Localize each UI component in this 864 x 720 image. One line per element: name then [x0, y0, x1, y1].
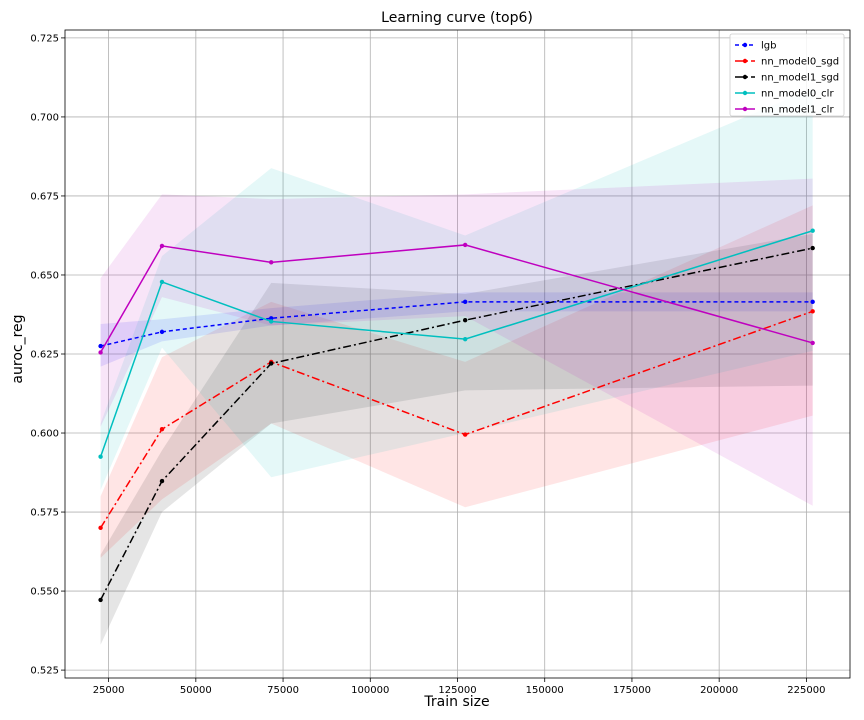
- y-tick-label-0: 0.525: [30, 666, 59, 677]
- chart-title: Learning curve (top6): [381, 10, 533, 26]
- x-axis-ticks: 25000 50000 75000 100000 125000 150000 175000 2…: [93, 678, 825, 696]
- series-lgb: [98, 299, 815, 349]
- legend-label-nn_model0_sgd: nn_model0_sgd: [761, 57, 839, 68]
- point-nn_model1_clr-2: [268, 260, 274, 265]
- legend-label-lgb: lgb: [761, 41, 776, 52]
- point-nn_model1_clr-3: [462, 242, 468, 248]
- legend-entry-nn_model0_clr: nn_model0_clr: [735, 89, 834, 100]
- point-lgb-2: [268, 316, 274, 321]
- x-tick-label-8: 225000: [787, 685, 825, 696]
- x-tick-label-3: 100000: [351, 685, 389, 696]
- point-nn_model0_sgd-4: [810, 309, 815, 314]
- x-tick-label-4: 125000: [438, 685, 476, 696]
- y-tick-label-4: 0.625: [30, 350, 59, 361]
- point-nn_model1_sgd-2: [268, 361, 274, 366]
- x-tick-label-7: 200000: [700, 685, 738, 696]
- series-nn_model0_clr: [98, 228, 815, 459]
- point-nn_model1_clr-1: [159, 243, 165, 249]
- legend-entry-nn_model1_clr: nn_model1_clr: [735, 105, 834, 116]
- x-tick-label-0: 25000: [93, 685, 125, 696]
- line-lgb: [100, 301, 813, 347]
- y-tick-label-5: 0.650: [30, 270, 59, 281]
- legend-label-nn_model1_clr: nn_model1_clr: [761, 105, 834, 116]
- point-nn_model0_clr-4: [810, 228, 815, 233]
- grid-lines: [65, 30, 850, 678]
- x-axis-label: Train size: [423, 694, 489, 710]
- band-nn_model0_sgd: [100, 205, 813, 558]
- legend-marker-nn_model1_clr: [742, 106, 748, 112]
- legend-box: [729, 33, 845, 117]
- point-nn_model1_sgd-1: [159, 478, 165, 484]
- band-nn_model0_clr: [100, 88, 813, 490]
- point-nn_model0_clr-2: [268, 319, 274, 324]
- point-nn_model0_clr-0: [98, 454, 103, 459]
- x-tick-label-2: 75000: [267, 685, 299, 696]
- point-nn_model0_sgd-0: [98, 525, 103, 531]
- y-tick-label-6: 0.675: [30, 191, 59, 202]
- legend-marker-nn_model0_clr: [742, 90, 748, 96]
- band-nn_model1_clr: [100, 178, 813, 506]
- series-nn_model1_sgd: [98, 245, 815, 603]
- series-lines: [98, 228, 815, 603]
- x-tick-label-6: 175000: [613, 685, 651, 696]
- legend-marker-nn_model1_sgd: [742, 74, 748, 80]
- point-lgb-1: [159, 329, 165, 335]
- confidence-bands: [100, 88, 813, 645]
- y-tick-label-3: 0.600: [30, 429, 59, 440]
- band-nn_model1_sgd: [100, 233, 813, 645]
- x-tick-label-5: 150000: [526, 685, 564, 696]
- point-lgb-4: [810, 299, 815, 305]
- point-lgb-3: [462, 299, 468, 305]
- y-axis-ticks: 0.525 0.550 0.575 0.600 0.625 0.650 0.675 0.700…: [30, 33, 65, 677]
- point-nn_model0_clr-3: [462, 336, 468, 342]
- band-lgb: [100, 292, 813, 367]
- point-lgb-0: [98, 343, 103, 349]
- legend-entry-nn_model1_sgd: nn_model1_sgd: [735, 73, 839, 84]
- legend-entry-lgb: lgb: [735, 41, 776, 52]
- point-nn_model0_sgd-1: [159, 427, 165, 432]
- legend-entry-nn_model0_sgd: nn_model0_sgd: [735, 57, 839, 68]
- y-axis-label: auroc_reg: [10, 314, 26, 383]
- legend-label-nn_model1_sgd: nn_model1_sgd: [761, 73, 839, 84]
- point-nn_model1_sgd-3: [462, 317, 468, 323]
- point-nn_model1_clr-0: [98, 350, 103, 355]
- series-nn_model1_clr: [98, 242, 815, 355]
- y-tick-label-1: 0.550: [30, 587, 59, 598]
- point-nn_model1_clr-4: [810, 340, 815, 346]
- y-tick-label-7: 0.700: [30, 112, 59, 123]
- y-tick-label-8: 0.725: [30, 33, 59, 44]
- legend-marker-nn_model0_sgd: [742, 58, 748, 64]
- y-tick-label-2: 0.575: [30, 508, 59, 519]
- x-tick-label-1: 50000: [180, 685, 212, 696]
- legend: lgb nn_model0_sgd nn_model1_sgd nn_model0_c…: [729, 33, 845, 117]
- point-nn_model1_sgd-0: [98, 597, 103, 603]
- point-nn_model0_sgd-3: [462, 432, 468, 437]
- point-nn_model1_sgd-4: [810, 245, 815, 251]
- point-nn_model0_clr-1: [159, 279, 165, 285]
- legend-marker-lgb: [742, 42, 748, 48]
- legend-label-nn_model0_clr: nn_model0_clr: [761, 89, 834, 100]
